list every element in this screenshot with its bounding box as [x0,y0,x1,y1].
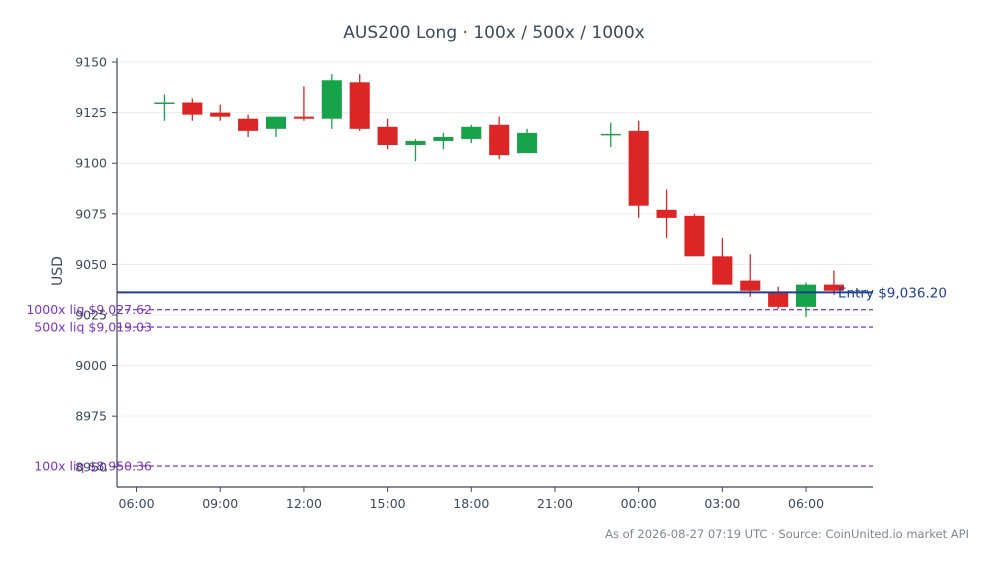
x-tick-label: 00:00 [621,496,657,511]
candle-body [768,292,789,307]
candle-body [349,82,370,129]
candle-body [321,80,342,119]
y-tick-label: 9050 [75,257,107,272]
candle-body [600,133,621,136]
candle-body [210,112,231,117]
candle-body [238,118,259,131]
candle-body [265,116,287,129]
y-tick-label: 9125 [75,105,107,120]
y-tick-label: 8975 [75,409,107,424]
liquidation-lines: 1000x liq $9,027.62 500x liq $9,019.03 100… [26,302,873,474]
x-tick-label: 09:00 [202,496,238,511]
liquidation-label: 100x liq $8,950.36 [34,459,152,474]
x-tick-label: 12:00 [286,496,322,511]
candle-body [377,126,398,146]
liquidation-label: 500x liq $9,019.03 [34,320,152,335]
y-tick-label: 9075 [75,206,107,221]
candle-body [405,140,426,146]
y-axis-label: USD [50,256,66,286]
grid-lines [117,61,873,468]
candle-body [628,130,649,206]
candle-body [740,280,761,291]
x-tick-label: 06:00 [788,496,824,511]
y-tick-label: 9100 [75,156,107,171]
x-tick-label: 03:00 [704,496,740,511]
y-tick-label: 9025 [75,307,107,322]
candle-body [796,284,817,307]
x-tick-label: 15:00 [370,496,406,511]
chart-title: AUS200 Long · 100x / 500x / 1000x [343,23,644,43]
candle-body [823,284,844,291]
candle-body [712,256,733,285]
candle-body [154,102,175,105]
x-tick-label: 06:00 [119,496,155,511]
candle-body [517,132,538,154]
x-tick-label: 18:00 [453,496,489,511]
axes: 8950 8975 9000 9025 9050 9075 9100 9125 9150 06:0… [75,55,873,511]
footer-source: As of 2026-08-27 07:19 UTC · Source: Coi… [605,527,969,541]
candle-body [656,209,677,218]
candle-body [293,116,314,119]
entry-line-group: Entry $9,036.20 [117,285,947,301]
candle-body [433,136,454,141]
y-tick-label: 8950 [75,459,107,474]
entry-label: Entry $9,036.20 [838,285,947,301]
candle-body [489,124,510,156]
y-tick-label: 9000 [75,358,107,373]
candle-body [182,102,203,115]
candle-body [461,126,482,139]
x-tick-label: 21:00 [537,496,573,511]
candles [154,74,844,318]
y-tick-label: 9150 [75,55,107,70]
liquidation-label: 1000x liq $9,027.62 [26,302,152,317]
candle-body [684,215,705,257]
